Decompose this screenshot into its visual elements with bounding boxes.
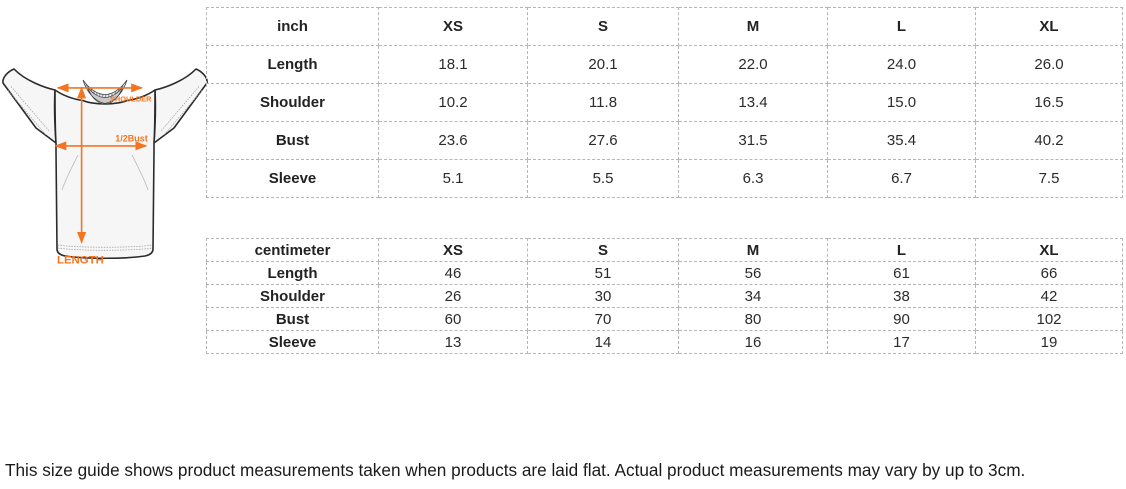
- svg-text:1/2Bust: 1/2Bust: [115, 134, 148, 144]
- svg-text:SHOULDER: SHOULDER: [110, 95, 152, 104]
- svg-text:LENGTH: LENGTH: [57, 255, 104, 267]
